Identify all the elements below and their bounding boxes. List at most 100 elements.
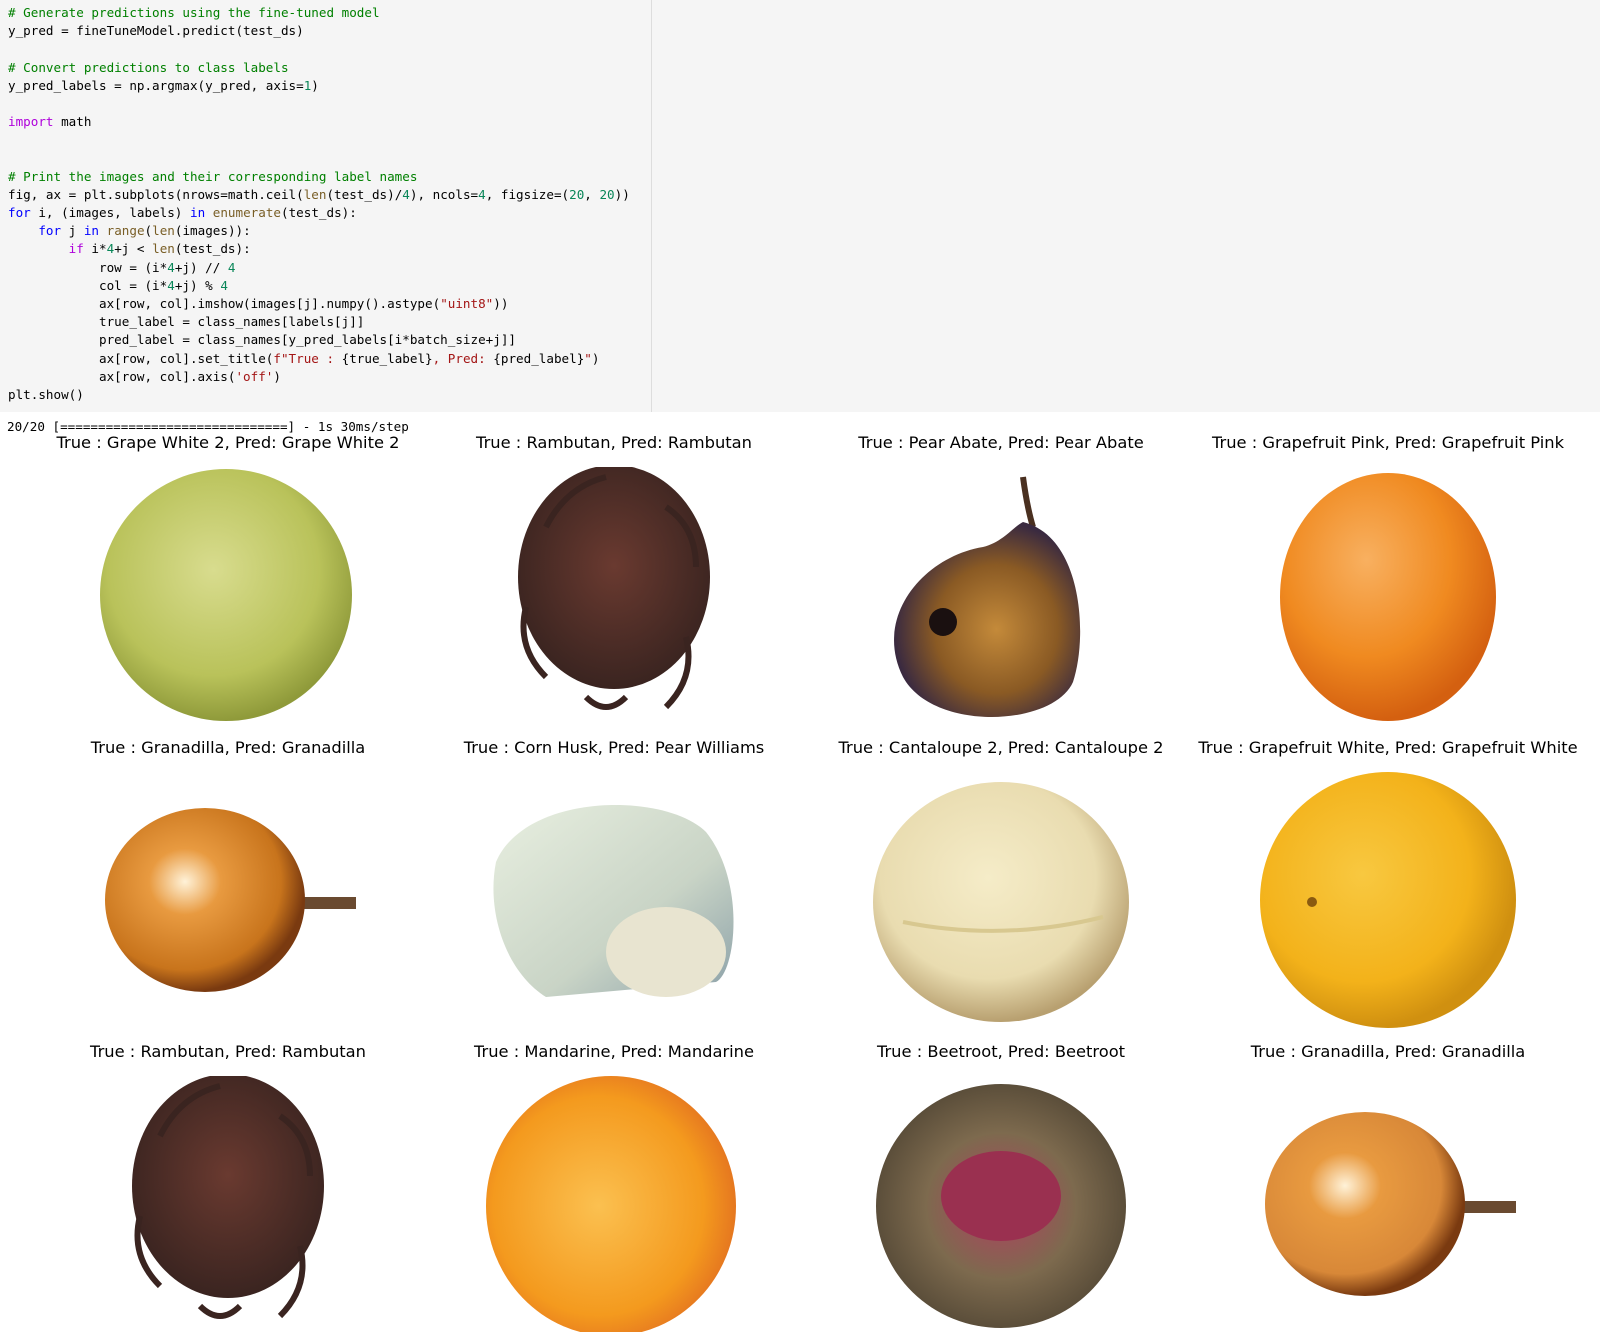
panel-title: True : Mandarine, Pred: Mandarine [473, 1042, 755, 1061]
code-token: +j) // [174, 259, 228, 275]
code-token: " [584, 350, 592, 366]
panel-title: True : Granadilla, Pred: Granadilla [90, 738, 366, 757]
fruit-image-grape-white [100, 467, 356, 727]
code-token: pred_label = class_names[y_pred_labels[i… [8, 332, 516, 348]
code-token: , [584, 186, 600, 202]
code-token: ax[row, col].imshow(images[j].numpy().as… [8, 296, 441, 311]
code-token: i, (images, labels) [30, 205, 190, 221]
fruit-image-rambutan [100, 1074, 356, 1336]
code-token: for [8, 205, 31, 221]
code-line: import math [8, 113, 630, 131]
code-token: ( [144, 223, 153, 239]
panel-title: True : Grapefruit Pink, Pred: Grapefruit… [1211, 433, 1565, 452]
code-token: # Print the images and their correspondi… [8, 168, 418, 184]
code-line: for i, (images, labels) in enumerate(tes… [8, 204, 630, 222]
code-token: # Convert predictions to class labels [8, 59, 289, 75]
code-token: for [38, 223, 62, 239]
code-line: plt.show() [8, 386, 630, 404]
code-line: true_label = class_names[labels[j]] [8, 313, 630, 331]
code-token: ) [311, 77, 319, 93]
code-token: 20 [599, 186, 615, 202]
code-line: # Convert predictions to class labels [8, 59, 630, 77]
code-token: plt.show() [8, 386, 84, 402]
code-ruler [651, 0, 652, 412]
code-token: {true_label} [341, 350, 433, 366]
code-token: (test_ds): [281, 205, 357, 221]
code-token: 4 [167, 277, 175, 293]
code-token: 4 [220, 277, 228, 293]
code-token: ) [591, 350, 600, 366]
fruit-image-grapefruit-pink [1260, 467, 1516, 727]
code-token: ax[row, col].set_title( [8, 350, 274, 366]
code-line: ax[row, col].axis('off') [8, 368, 630, 386]
code-line: for j in range(len(images)): [8, 222, 630, 240]
code-token: ) [273, 368, 281, 384]
code-token: 'off' [235, 368, 274, 384]
fruit-image-cantaloupe [873, 772, 1129, 1032]
code-line: pred_label = class_names[y_pred_labels[i… [8, 331, 630, 349]
code-token: i* [83, 241, 107, 257]
fruit-image-granadilla [1260, 1076, 1516, 1336]
panel-title: True : Corn Husk, Pred: Pear Williams [463, 738, 765, 757]
code-token: 1 [303, 77, 312, 93]
code-line: # Generate predictions using the fine-tu… [8, 4, 630, 22]
fruit-image-pear-abate [873, 467, 1129, 727]
code-token: # Generate predictions using the fine-tu… [8, 5, 380, 20]
code-token: ax[row, col].axis( [8, 368, 236, 384]
code-cell[interactable]: # Generate predictions using the fine-tu… [0, 0, 1600, 412]
code-token: , figsize=( [485, 186, 570, 202]
code-line: ax[row, col].imshow(images[j].numpy().as… [8, 295, 630, 313]
fruit-image-mandarine [486, 1076, 742, 1336]
panel-title: True : Pear Abate, Pred: Pear Abate [858, 433, 1144, 452]
code-token: +j < [114, 241, 153, 257]
code-token: )) [493, 296, 509, 311]
code-line: y_pred = fineTuneModel.predict(test_ds) [8, 22, 630, 40]
code-line: col = (i*4+j) % 4 [8, 277, 630, 295]
code-token: +j) % [174, 277, 221, 293]
code-token: in [189, 205, 206, 221]
code-token: 4 [106, 241, 115, 257]
code-token: in [83, 223, 100, 239]
code-token: range [106, 223, 145, 239]
panel-title: True : Granadilla, Pred: Granadilla [1250, 1042, 1526, 1061]
fruit-image-grapefruit-white [1260, 772, 1516, 1032]
panel-title: True : Grapefruit White, Pred: Grapefrui… [1198, 738, 1578, 757]
code-token: import [8, 114, 54, 130]
panel-title: True : Grape White 2, Pred: Grape White … [56, 433, 400, 452]
code-token: if [68, 241, 84, 257]
code-line: if i*4+j < len(test_ds): [8, 240, 630, 258]
code-token: 4 [167, 259, 175, 275]
code-token: 4 [402, 186, 410, 202]
code-token: y_pred_labels = np.argmax(y_pred, axis= [8, 77, 304, 93]
code-token: true_label = class_names[labels[j]] [8, 314, 365, 330]
fruit-image-beetroot [873, 1076, 1129, 1336]
fruit-image-rambutan [486, 465, 742, 727]
code-token: 20 [569, 186, 585, 202]
code-line: y_pred_labels = np.argmax(y_pred, axis=1… [8, 77, 630, 95]
panel-title: True : Rambutan, Pred: Rambutan [476, 433, 752, 452]
prediction-grid: True : Grape White 2, Pred: Grape White … [56, 433, 1578, 1336]
code-token: )) [614, 186, 630, 202]
code-token: len [303, 186, 327, 202]
panel-title: True : Rambutan, Pred: Rambutan [90, 1042, 366, 1061]
code-editor[interactable]: # Generate predictions using the fine-tu… [8, 4, 630, 404]
code-token: "uint8" [440, 296, 494, 311]
code-token: math [53, 114, 92, 130]
code-line: fig, ax = plt.subplots(nrows=math.ceil(l… [8, 186, 630, 204]
code-token: (images)): [174, 223, 251, 239]
code-token: row = (i* [8, 259, 168, 275]
code-line: row = (i*4+j) // 4 [8, 259, 630, 277]
code-token: f"True : [273, 350, 342, 366]
code-line: ax[row, col].set_title(f"True : {true_la… [8, 350, 630, 368]
code-token: 4 [227, 259, 236, 275]
progress-output: 20/20 [==============================] -… [7, 419, 409, 434]
code-token: , Pred: [432, 350, 494, 366]
code-token: enumerate [212, 205, 281, 221]
code-token: col = (i* [8, 277, 168, 293]
fruit-image-granadilla [100, 772, 356, 1032]
code-token: (test_ds)/ [326, 186, 403, 202]
code-token: len [152, 223, 175, 239]
fruit-image-corn-husk [486, 772, 742, 1032]
code-token: j [61, 223, 84, 239]
code-token: fig, ax = plt.subplots(nrows=math.ceil( [8, 186, 304, 202]
